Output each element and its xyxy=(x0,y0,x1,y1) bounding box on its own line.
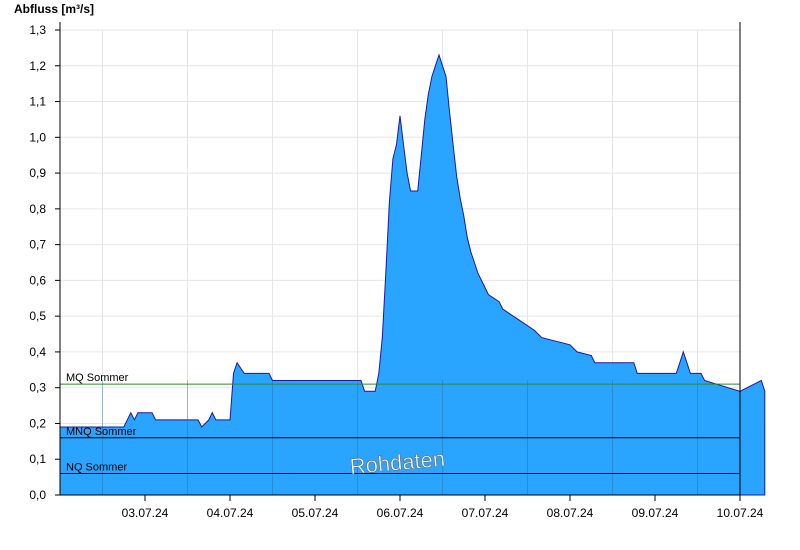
y-tick-label: 0,6 xyxy=(29,273,46,287)
y-tick-label: 0,0 xyxy=(29,488,46,502)
y-tick-label: 0,7 xyxy=(29,238,46,252)
x-tick-label: 06.07.24 xyxy=(377,506,424,520)
y-tick-label: 1,0 xyxy=(29,130,46,144)
y-tick-label: 0,2 xyxy=(29,416,46,430)
series-layer xyxy=(59,53,766,496)
reference-line-label: MQ Sommer xyxy=(66,372,129,384)
axes: 0,0 0,1 0,2 0,3 0,4 0,5 0,6 0,7 0,8 0,9 1,0 1,1 1,2 1… xyxy=(29,22,764,520)
y-tick-label: 0,3 xyxy=(29,381,46,395)
y-tick-label: 1,1 xyxy=(29,95,46,109)
x-tick-label: 09.07.24 xyxy=(632,506,679,520)
x-tick-label: 10.07.24 xyxy=(717,506,764,520)
x-tick-label: 07.07.24 xyxy=(462,506,509,520)
reference-line-label: MNQ Sommer xyxy=(66,426,137,438)
y-tick-label: 0,5 xyxy=(29,309,46,323)
y-tick-label: 0,8 xyxy=(29,202,46,216)
y-tick-label: 0,1 xyxy=(29,452,46,466)
y-axis-title: Abfluss [m³/s] xyxy=(14,2,94,16)
reference-lines: MQ Sommer MNQ Sommer NQ Sommer xyxy=(60,372,740,475)
x-tick-label: 03.07.24 xyxy=(122,506,169,520)
x-tick-label: 04.07.24 xyxy=(207,506,254,520)
y-tick-label: 0,4 xyxy=(29,345,46,359)
discharge-area xyxy=(59,53,766,496)
y-tick-label: 1,3 xyxy=(29,23,46,37)
reference-line-label: NQ Sommer xyxy=(66,462,127,474)
x-tick-label: 05.07.24 xyxy=(292,506,339,520)
y-tick-label: 0,9 xyxy=(29,166,46,180)
x-tick-label: 08.07.24 xyxy=(547,506,594,520)
y-tick-label: 1,2 xyxy=(29,59,46,73)
